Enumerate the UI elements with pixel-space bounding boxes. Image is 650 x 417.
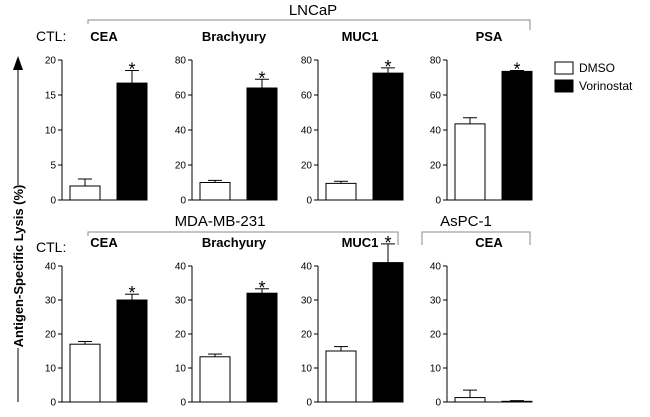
significance-star: *	[128, 60, 135, 80]
legend-label-dmso: DMSO	[579, 61, 615, 75]
panel-title: MUC1	[342, 29, 379, 44]
y-tick-label: 0	[50, 196, 56, 207]
panel-7: MUC1 0 10 20 30 40 *	[301, 233, 404, 409]
y-tick-label: 40	[175, 126, 187, 137]
y-tick-label: 15	[45, 91, 57, 102]
bar-dmso	[454, 397, 486, 403]
y-tick-label: 40	[45, 262, 57, 273]
panel-title: CEA	[90, 29, 118, 44]
panel-4: PSA 0 20 40 60 80 *	[430, 29, 533, 207]
y-tick-label: 20	[45, 56, 57, 67]
panel-title: CEA	[475, 235, 503, 250]
group-bracket-lncap	[87, 19, 531, 30]
significance-star: *	[258, 68, 265, 88]
y-tick-label: 80	[301, 56, 313, 67]
ylabel-arrow-head	[13, 56, 23, 70]
ctl-label-bottom: CTL:	[36, 239, 66, 255]
panel-5: CEA 0 10 20 30 40 *	[45, 235, 148, 409]
y-tick-label: 60	[301, 91, 313, 102]
y-tick-label: 20	[301, 330, 313, 341]
group-label-lncap: LNCaP	[289, 2, 337, 19]
bar-dmso	[199, 356, 231, 403]
ctl-label-top: CTL:	[36, 28, 66, 44]
y-tick-label: 40	[301, 126, 313, 137]
y-tick-label: 20	[175, 161, 187, 172]
bar-dmso	[325, 182, 357, 201]
significance-star: *	[384, 233, 391, 253]
bar-dmso	[199, 182, 231, 201]
panel-2: Brachyury 0 20 40 60 80 *	[175, 29, 278, 207]
bar-vorinostat	[246, 292, 278, 403]
y-tick-label: 10	[301, 364, 313, 375]
bar-vorinostat	[372, 72, 404, 201]
y-tick-label: 40	[430, 262, 442, 273]
y-tick-label: 40	[301, 262, 313, 273]
group-label-mda-mb-231: MDA-MB-231	[175, 213, 266, 230]
panels: CEA 0 5 10 15 20 * Brachyury 0 20 40 60 80 * MUC1 0 20 40…	[45, 29, 533, 409]
group-label-aspc-1: AsPC-1	[440, 213, 492, 230]
bar-vorinostat	[246, 87, 278, 201]
panel-6: Brachyury 0 10 20 30 40 *	[175, 235, 278, 409]
y-tick-label: 30	[430, 296, 442, 307]
panel-3: MUC1 0 20 40 60 80 *	[301, 29, 404, 207]
panel-title: MUC1	[342, 235, 379, 250]
group-bracket-aspc-1	[421, 231, 531, 245]
panel-1: CEA 0 5 10 15 20 *	[45, 29, 148, 207]
y-tick-label: 20	[175, 330, 187, 341]
bar-dmso	[69, 185, 101, 201]
bar-vorinostat	[501, 400, 533, 403]
y-tick-label: 60	[175, 91, 187, 102]
legend: DMSO Vorinostat	[554, 61, 633, 93]
y-tick-label: 20	[430, 161, 442, 172]
y-tick-label: 30	[175, 296, 187, 307]
y-tick-label: 40	[430, 126, 442, 137]
y-tick-label: 0	[180, 196, 186, 207]
panel-title: Brachyury	[202, 29, 267, 44]
y-tick-label: 0	[306, 196, 312, 207]
y-tick-label: 20	[45, 330, 57, 341]
y-tick-label: 20	[301, 161, 313, 172]
y-tick-label: 60	[430, 91, 442, 102]
bar-dmso	[325, 350, 357, 403]
y-tick-label: 30	[301, 296, 313, 307]
panel-title: PSA	[476, 29, 503, 44]
y-tick-label: 80	[175, 56, 187, 67]
y-tick-label: 10	[175, 364, 187, 375]
bar-dmso	[454, 123, 486, 201]
legend-swatch-vorinostat	[554, 79, 574, 93]
bar-vorinostat	[372, 262, 404, 403]
y-tick-label: 0	[435, 398, 441, 409]
y-tick-label: 80	[430, 56, 442, 67]
group-bracket-mda-mb-231	[87, 231, 399, 245]
panel-8: CEA 0 10 20 30 40	[430, 235, 533, 409]
panel-title: Brachyury	[202, 235, 267, 250]
legend-label-vorinostat: Vorinostat	[579, 79, 633, 93]
y-tick-label: 10	[45, 364, 57, 375]
legend-swatch-dmso	[554, 61, 574, 75]
y-tick-label: 10	[430, 364, 442, 375]
y-tick-label: 0	[180, 398, 186, 409]
significance-star: *	[384, 57, 391, 77]
significance-star: *	[513, 60, 520, 80]
y-tick-label: 0	[435, 196, 441, 207]
panel-title: CEA	[90, 235, 118, 250]
y-tick-label: 0	[306, 398, 312, 409]
y-tick-label: 10	[45, 126, 57, 137]
y-axis-label: Antigen-Specific Lysis (%)	[11, 185, 26, 348]
y-tick-label: 5	[50, 161, 56, 172]
y-tick-label: 0	[50, 398, 56, 409]
significance-star: *	[128, 283, 135, 303]
significance-star: *	[258, 278, 265, 298]
y-tick-label: 20	[430, 330, 442, 341]
bar-vorinostat	[501, 70, 533, 201]
y-tick-label: 40	[175, 262, 187, 273]
bar-vorinostat	[116, 299, 148, 403]
bar-dmso	[69, 343, 101, 403]
y-tick-label: 30	[45, 296, 57, 307]
bar-vorinostat	[116, 82, 148, 201]
